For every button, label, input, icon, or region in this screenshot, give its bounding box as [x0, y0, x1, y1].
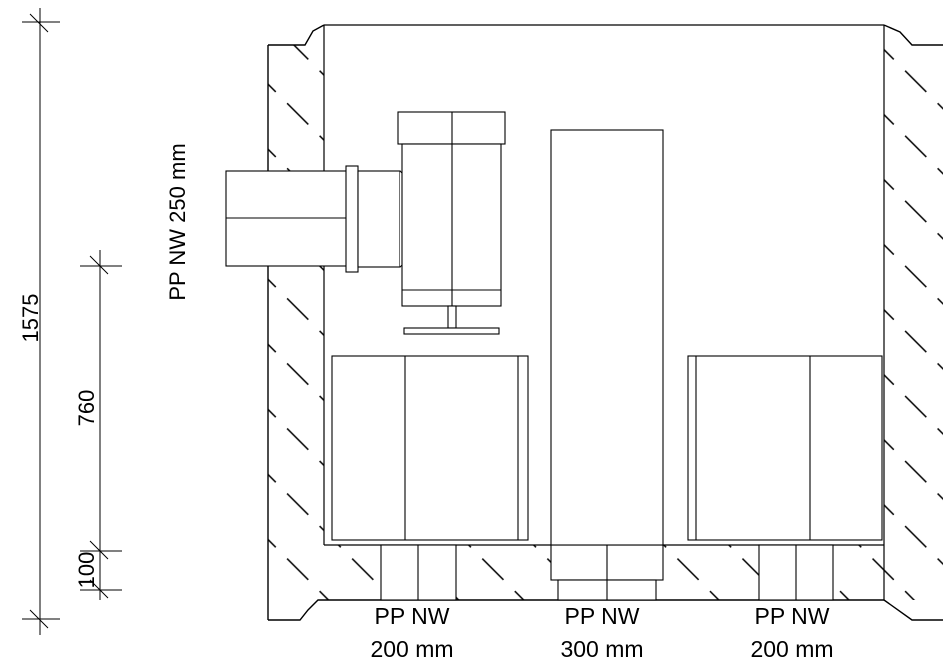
dimension-total-label: 1575 — [18, 294, 43, 343]
outlet-left-label-line1: PP NW — [375, 603, 450, 629]
center-riser — [551, 130, 663, 545]
floor-outlet-left — [381, 545, 456, 600]
outlet-right-label-line2: 200 mm — [750, 636, 833, 662]
floor-outlet-center — [551, 545, 663, 600]
outlet-left-label-line2: 200 mm — [370, 636, 453, 662]
outlet-right-label-line1: PP NW — [755, 603, 830, 629]
outlet-center-label-line1: PP NW — [565, 603, 640, 629]
inlet-pipe-label: PP NW 250 mm — [165, 143, 190, 300]
dimension-mid-label: 760 — [74, 390, 99, 427]
shaft-wall-left — [268, 25, 324, 620]
dimension-base-label: 100 — [74, 552, 99, 589]
tee-fitting — [398, 112, 505, 334]
floor-outlet-right — [759, 545, 833, 600]
filter-box-left — [332, 356, 528, 540]
outlet-center-label-line2: 300 mm — [560, 636, 643, 662]
filter-box-right — [688, 356, 882, 540]
